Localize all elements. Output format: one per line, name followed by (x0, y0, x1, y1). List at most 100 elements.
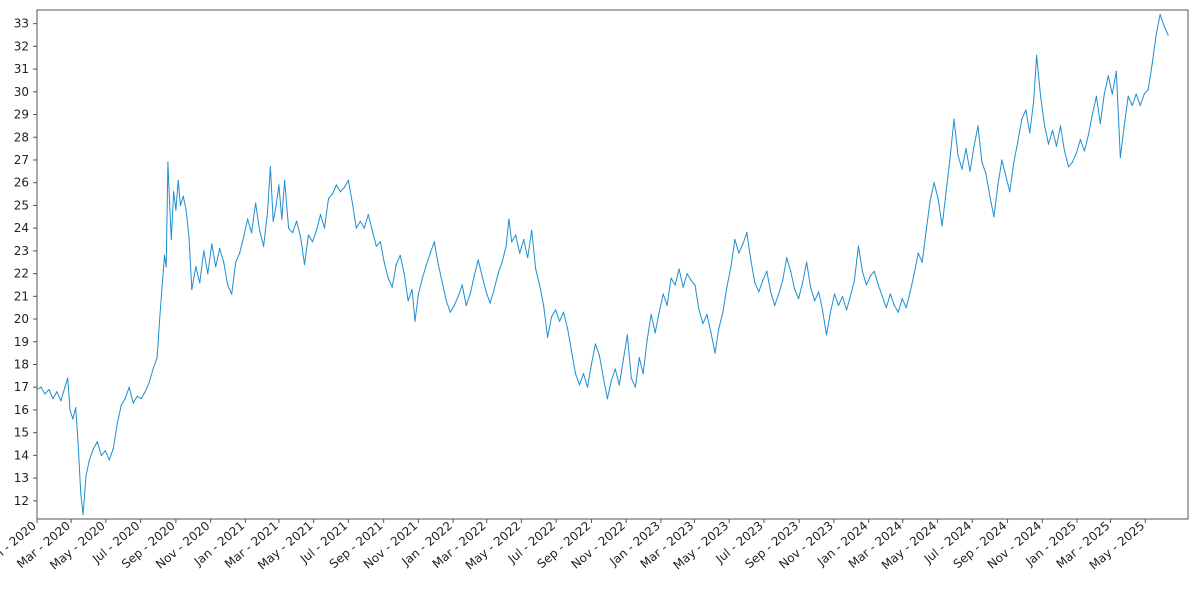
data-point (311, 241, 314, 243)
data-point (901, 298, 903, 300)
data-point (1017, 141, 1019, 143)
data-point (449, 311, 451, 313)
data-point (610, 379, 613, 381)
data-point (905, 307, 907, 309)
y-tick-label: 25 (14, 198, 29, 212)
data-point (678, 268, 680, 270)
data-point (85, 475, 87, 477)
data-point (44, 393, 46, 395)
data-point (152, 368, 154, 370)
data-point (169, 202, 171, 204)
data-point (80, 493, 82, 495)
data-point (535, 268, 537, 270)
data-point (873, 270, 875, 272)
data-point (223, 261, 225, 263)
data-point (243, 236, 245, 238)
data-point (185, 209, 187, 211)
data-point (1079, 138, 1081, 141)
data-point (1005, 175, 1007, 177)
data-point (889, 293, 891, 295)
data-point (296, 220, 298, 222)
data-point (1025, 109, 1027, 111)
data-point (1075, 152, 1077, 154)
data-point (965, 148, 967, 150)
data-point (702, 323, 704, 325)
data-point (36, 388, 38, 391)
data-point (48, 388, 50, 391)
data-point (646, 338, 648, 341)
data-point (865, 284, 868, 286)
y-tick-label: 27 (14, 153, 29, 167)
data-point (802, 282, 804, 284)
data-point (857, 245, 860, 247)
data-point (307, 234, 310, 236)
data-point (441, 282, 443, 284)
data-point (64, 386, 66, 388)
data-point (618, 384, 620, 386)
data-point (1135, 93, 1137, 95)
y-tick-label: 15 (14, 426, 29, 440)
data-point (814, 300, 816, 302)
data-point (786, 257, 788, 259)
data-point (1103, 93, 1105, 95)
data-point (527, 257, 529, 259)
data-point (794, 288, 796, 291)
data-point (1123, 125, 1125, 127)
data-point (566, 327, 569, 329)
data-point (429, 252, 431, 254)
data-point (77, 441, 79, 443)
data-point (170, 238, 172, 241)
data-point (493, 288, 495, 291)
data-point (686, 273, 688, 275)
data-point (335, 184, 337, 186)
data-point (515, 234, 517, 236)
data-point (981, 161, 983, 163)
data-point (738, 252, 740, 254)
data-point (259, 229, 261, 231)
data-point (1151, 63, 1153, 66)
data-point (359, 220, 361, 222)
data-point (837, 304, 840, 306)
data-point (941, 225, 943, 227)
data-point (175, 209, 177, 211)
data-point (690, 279, 692, 281)
data-point (108, 459, 110, 461)
data-point (1131, 104, 1133, 106)
data-point (363, 227, 365, 229)
data-point (303, 263, 306, 266)
data-point (144, 391, 146, 393)
data-point (969, 170, 971, 172)
data-point (272, 220, 274, 222)
data-point (1091, 113, 1093, 116)
data-point (465, 304, 467, 306)
data-point (469, 293, 471, 295)
data-point (531, 229, 533, 231)
data-point (586, 386, 589, 388)
data-point (417, 293, 419, 295)
data-point (177, 179, 179, 181)
data-point (281, 218, 283, 220)
data-point (112, 448, 114, 450)
data-point (818, 291, 820, 293)
data-point (266, 211, 269, 213)
data-point (165, 266, 167, 268)
data-point (247, 218, 249, 220)
data-point (399, 254, 401, 256)
data-point (539, 284, 541, 286)
data-point (543, 304, 545, 306)
data-point (195, 266, 197, 268)
data-point (425, 263, 427, 266)
data-point (778, 293, 780, 295)
data-point (674, 284, 676, 286)
data-point (921, 261, 923, 263)
data-point (742, 243, 744, 245)
data-point (726, 286, 728, 288)
data-point (292, 232, 294, 234)
data-point (758, 291, 760, 293)
data-point (1059, 125, 1062, 127)
data-point (148, 382, 150, 384)
data-point (961, 168, 963, 170)
data-point (411, 288, 413, 291)
data-point (1063, 150, 1066, 152)
data-point (457, 295, 459, 297)
